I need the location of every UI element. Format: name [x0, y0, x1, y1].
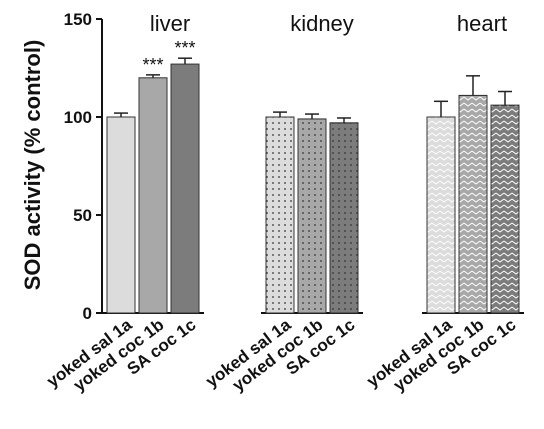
bar-pattern	[265, 116, 295, 314]
bar-pattern	[490, 104, 520, 314]
bar	[170, 63, 200, 314]
y-tick-label: 100	[64, 108, 92, 127]
group-label-heart: heart	[457, 11, 507, 36]
y-axis-label: SOD activity (% control)	[20, 40, 45, 291]
bar	[138, 77, 168, 314]
y-tick-label: 50	[73, 206, 92, 225]
bar-pattern	[426, 116, 456, 314]
group-label-liver: liver	[150, 11, 190, 36]
y-tick-label: 0	[83, 304, 92, 323]
group-label-kidney: kidney	[290, 11, 354, 36]
significance-label: ***	[174, 38, 195, 58]
significance-label: ***	[142, 55, 163, 75]
bar	[106, 116, 136, 314]
bars	[106, 57, 520, 314]
bar-pattern	[458, 94, 488, 314]
y-tick-label: 150	[64, 10, 92, 29]
bar-pattern	[329, 122, 359, 314]
bar-pattern	[297, 118, 327, 314]
